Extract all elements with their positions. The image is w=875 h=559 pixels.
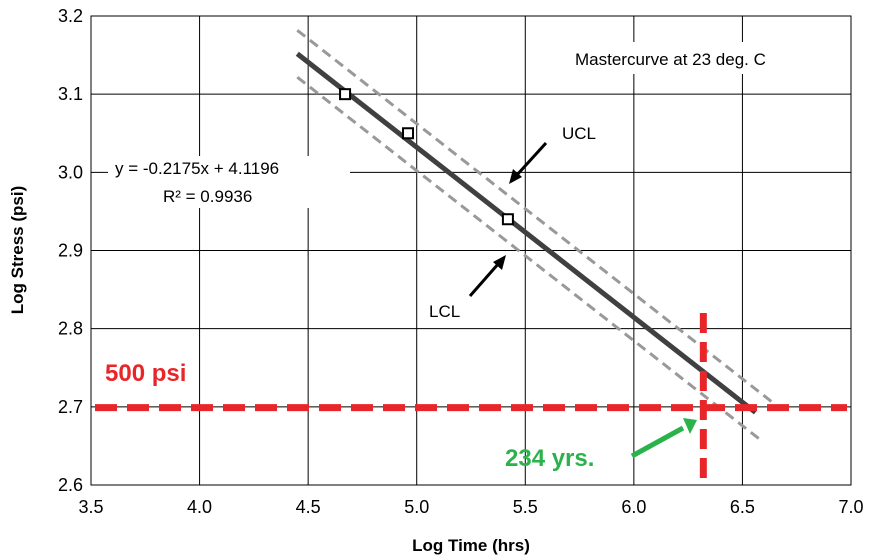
ucl-arrow-head [509, 169, 522, 184]
ucl-label-box [557, 120, 607, 146]
y-tick-label: 2.7 [58, 397, 83, 417]
y-tick-label: 3.1 [58, 84, 83, 104]
x-tick-label: 7.0 [838, 497, 863, 517]
x-tick-label: 6.5 [730, 497, 755, 517]
x-tick-label: 5.0 [404, 497, 429, 517]
result-label: 234 yrs. [505, 445, 594, 472]
x-tick-label: 4.5 [296, 497, 321, 517]
x-tick-labels: 3.5 4.0 4.5 5.0 5.5 6.0 6.5 7.0 [78, 497, 863, 517]
y-tick-label: 2.6 [58, 475, 83, 495]
x-tick-label: 4.0 [187, 497, 212, 517]
equation-box [108, 156, 350, 208]
threshold-group [95, 313, 847, 485]
ucl-arrow [514, 141, 548, 178]
trendline-group [295, 51, 757, 415]
y-tick-label: 2.9 [58, 241, 83, 261]
y-tick-label: 2.8 [58, 319, 83, 339]
annotation-title: Mastercurve at 23 deg. C [575, 50, 766, 69]
plot-frame [90, 15, 852, 486]
x-axis-title: Log Time (hrs) [412, 536, 530, 555]
data-point [501, 213, 514, 226]
x-tick-label: 6.0 [621, 497, 646, 517]
result-arrow [630, 425, 685, 459]
lcl-line [296, 76, 761, 441]
y-tick-label: 3.2 [58, 6, 83, 26]
y-tick-label: 3.0 [58, 162, 83, 182]
r-squared-text: R² = 0.9936 [163, 187, 252, 206]
x-tick-label: 3.5 [78, 497, 103, 517]
y-axis-title: Log Stress (psi) [8, 186, 27, 314]
y-tick-labels: 2.6 2.7 2.8 2.9 3.0 3.1 3.2 [58, 6, 83, 495]
threshold-label: 500 psi [105, 360, 186, 387]
equation-text: y = -0.2175x + 4.1196 [115, 159, 279, 178]
ucl-label: UCL [562, 124, 596, 143]
lcl-label: LCL [429, 302, 460, 321]
lcl-label-box [420, 296, 492, 326]
lcl-arrow-head [493, 255, 506, 270]
data-point [402, 127, 415, 140]
result-arrow-head [683, 418, 697, 434]
lcl-arrow [468, 262, 501, 297]
data-point [339, 88, 352, 101]
annotation-title-box [566, 42, 838, 74]
trendline [295, 51, 757, 415]
x-tick-label: 5.5 [513, 497, 538, 517]
